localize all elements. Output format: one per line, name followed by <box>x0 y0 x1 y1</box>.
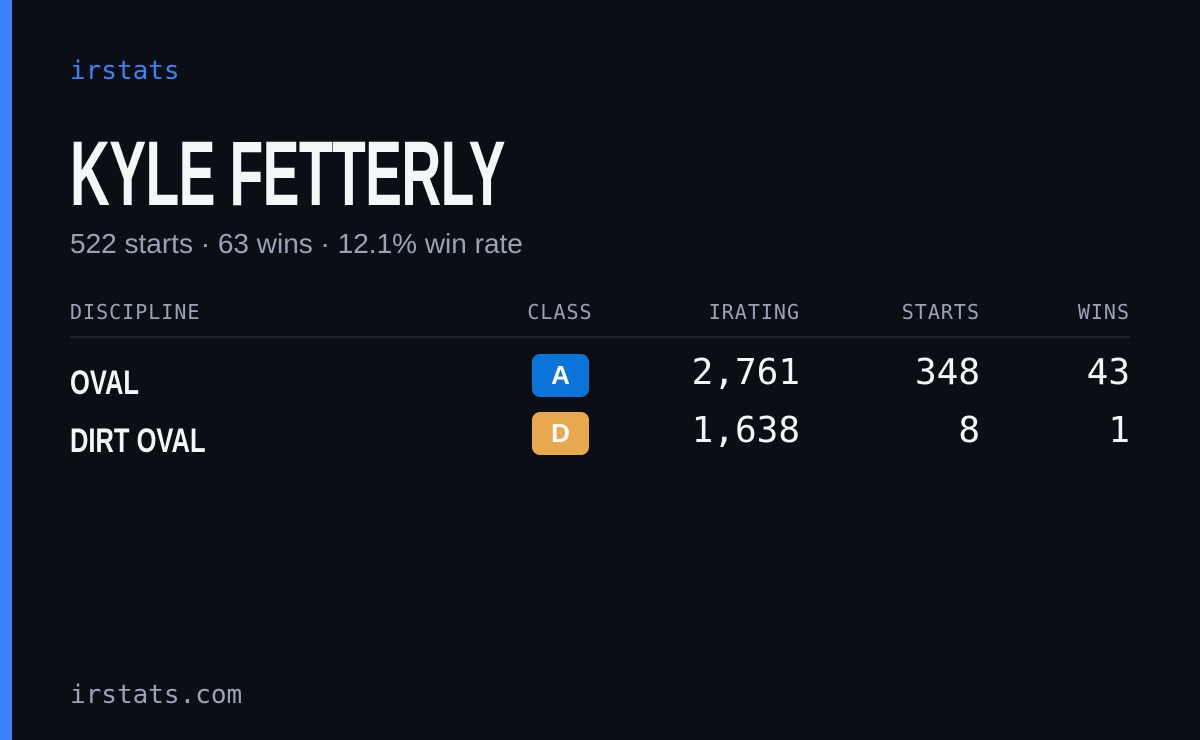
footer: irstats.com <box>70 680 243 710</box>
column-header: CLASS <box>527 300 593 324</box>
accent-bar <box>0 0 12 740</box>
driver-name: KYLE FETTERLY <box>70 123 505 225</box>
class-badge: D <box>532 412 589 455</box>
irating: 1,638 <box>691 410 800 451</box>
column-header: DISCIPLINE <box>70 300 201 324</box>
irating: 2,761 <box>691 352 800 393</box>
column-header: STARTS <box>901 300 980 324</box>
brand: irstats <box>70 56 180 86</box>
discipline: DIRT OVAL <box>70 422 206 460</box>
wins: 1 <box>1108 410 1130 451</box>
starts: 8 <box>958 410 980 451</box>
class-badge: A <box>532 354 589 397</box>
starts: 348 <box>914 352 980 393</box>
driver-summary: 522 starts · 63 wins · 12.1% win rate <box>70 228 523 259</box>
wins: 43 <box>1086 352 1130 393</box>
column-header: WINS <box>1077 300 1130 324</box>
discipline: OVAL <box>70 364 139 402</box>
divider <box>70 336 1130 338</box>
column-header: IRATING <box>708 300 800 324</box>
